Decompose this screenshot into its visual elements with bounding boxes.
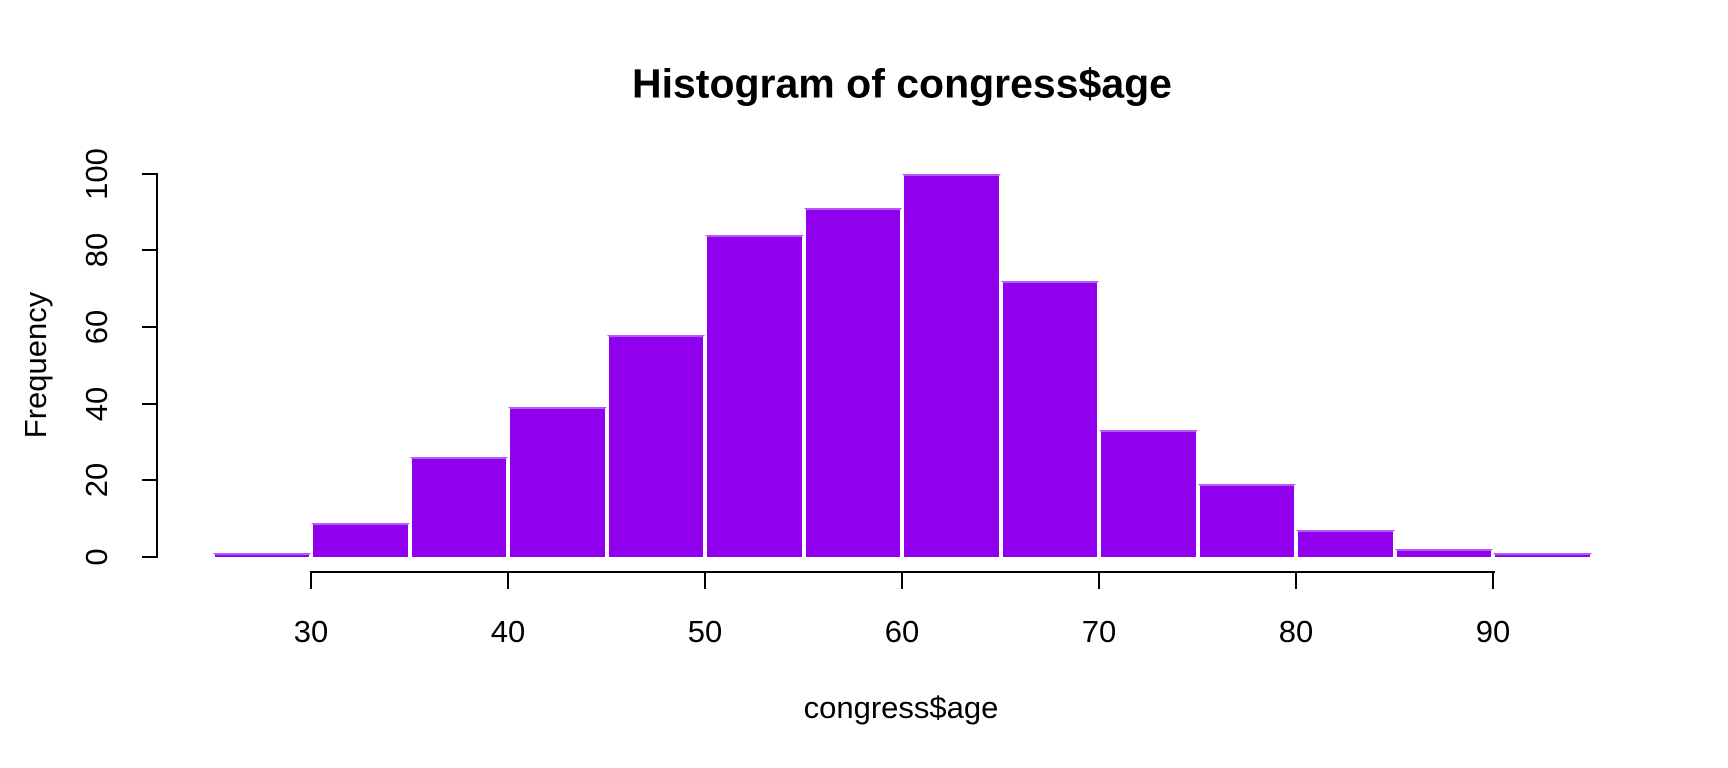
histogram-bar	[705, 234, 804, 557]
x-axis-line	[311, 571, 1495, 573]
x-axis-tick	[1492, 571, 1494, 589]
histogram-bar	[1099, 430, 1198, 557]
y-axis-tick-label: 60	[79, 309, 114, 345]
y-axis-tick	[142, 172, 156, 175]
y-axis-tick-label: 100	[79, 147, 114, 200]
x-axis-tick	[310, 571, 312, 589]
x-axis-label: congress$age	[803, 690, 999, 725]
y-axis-tick	[142, 325, 156, 328]
histogram-bar	[1296, 530, 1395, 557]
x-axis-tick-label: 60	[884, 614, 920, 649]
histogram-bar	[606, 334, 705, 557]
x-axis-tick	[901, 571, 903, 589]
x-axis-tick-label: 70	[1081, 614, 1117, 649]
x-axis-tick-label: 80	[1278, 614, 1314, 649]
y-axis-line	[156, 172, 158, 558]
x-axis-tick	[507, 571, 509, 589]
x-axis-tick-label: 90	[1475, 614, 1511, 649]
y-axis-tick-label: 40	[79, 386, 114, 421]
y-axis-label: Frequency	[18, 291, 53, 439]
histogram-bar	[803, 208, 902, 557]
y-axis-tick-label: 80	[79, 232, 114, 268]
histogram-bar	[1493, 553, 1592, 557]
histogram-bar	[1000, 280, 1099, 557]
histogram-bar	[311, 522, 410, 557]
x-axis-tick	[704, 571, 706, 589]
histogram-bar	[212, 553, 311, 557]
x-axis-tick-label: 50	[687, 614, 723, 649]
histogram-bar	[1197, 484, 1296, 557]
x-axis-tick	[1098, 571, 1100, 589]
y-axis-tick-label: 0	[79, 548, 114, 566]
histogram-bar	[1394, 549, 1493, 557]
histogram-bar	[902, 173, 1001, 557]
chart-title: Histogram of congress$age	[632, 60, 1172, 107]
y-axis-tick	[142, 402, 156, 405]
histogram-bar	[409, 457, 508, 557]
y-axis-tick	[142, 556, 156, 558]
y-axis-tick	[142, 479, 156, 482]
histogram-bar	[508, 407, 607, 557]
x-axis-tick-label: 40	[490, 614, 526, 649]
y-axis-tick-label: 20	[79, 463, 114, 498]
x-axis-tick	[1295, 571, 1297, 589]
x-axis-tick-label: 30	[293, 614, 329, 649]
y-axis-tick	[142, 249, 156, 252]
